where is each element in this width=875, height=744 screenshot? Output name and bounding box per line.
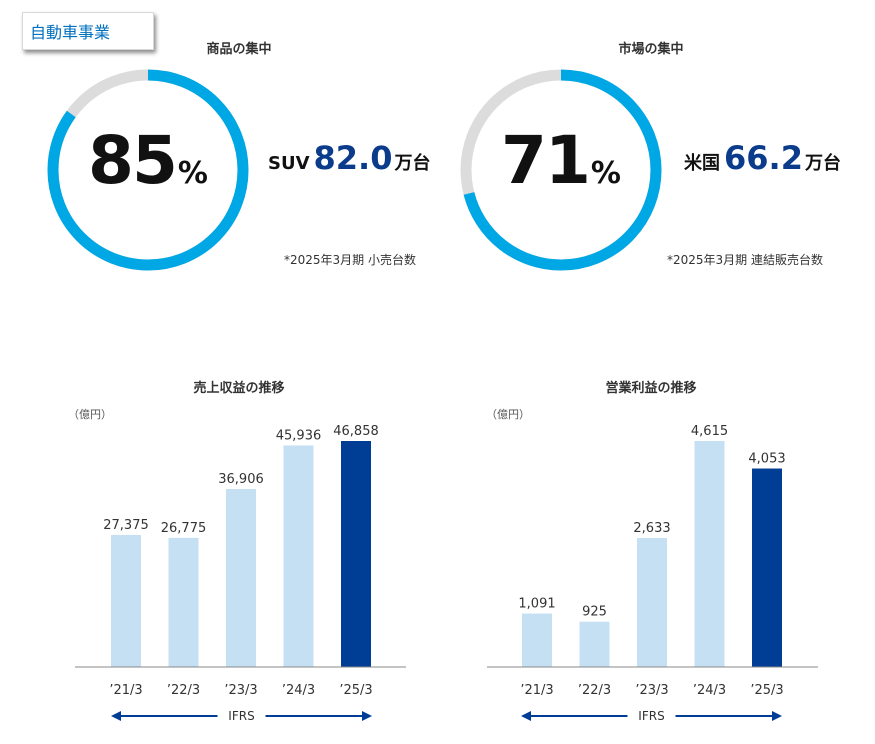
bar-3 — [694, 441, 725, 667]
tick-label-3: ’24/3 — [282, 683, 315, 698]
ifrs-arrow-left-head — [521, 711, 531, 721]
value-label-2: 2,633 — [633, 521, 670, 536]
bar-0 — [111, 534, 141, 667]
markets-percent-sign: % — [590, 156, 621, 191]
markets-donut — [460, 69, 662, 271]
bar-2 — [226, 488, 256, 667]
value-label-1: 26,775 — [161, 521, 207, 536]
suv-unit: 万台 — [394, 153, 431, 174]
profit-chart-title: 営業利益の推移 — [605, 381, 697, 396]
profit-unit-label: （億円） — [486, 408, 530, 421]
value-label-3: 45,936 — [276, 428, 322, 443]
ifrs-arrow-right-head — [772, 711, 782, 721]
bar-3 — [283, 445, 314, 667]
tick-label-1: ’22/3 — [167, 683, 200, 698]
tick-label-4: ’25/3 — [339, 683, 372, 698]
donut-share-arc — [47, 69, 249, 271]
us-unit: 万台 — [804, 153, 841, 174]
bar-1 — [579, 621, 610, 667]
revenue-unit-label: （億円） — [68, 408, 112, 421]
ifrs-label: IFRS — [228, 709, 254, 723]
tick-label-0: ’21/3 — [109, 683, 142, 698]
tick-label-2: ’23/3 — [224, 683, 257, 698]
revenue-chart-title: 売上収益の推移 — [193, 381, 285, 396]
ifrs-arrow-right-head — [362, 711, 372, 721]
us-stat: 米国 66.2 万台 — [684, 139, 841, 177]
tick-label-1: ’22/3 — [578, 683, 611, 698]
tick-label-0: ’21/3 — [520, 683, 553, 698]
bar-1 — [168, 537, 199, 667]
bar-2 — [637, 538, 667, 667]
bar-0 — [522, 613, 552, 667]
value-label-4: 4,053 — [748, 452, 785, 467]
markets-percent-value: 71 — [501, 122, 591, 199]
bar-4 — [341, 441, 371, 667]
donut-title-markets: 市場の集中 — [618, 42, 684, 57]
ifrs-label: IFRS — [638, 709, 664, 723]
value-label-4: 46,858 — [333, 424, 379, 439]
segment-badge: 自動車事業 — [22, 12, 154, 50]
markets-footnote: *2025年3月期 連結販売台数 — [667, 253, 823, 267]
tick-label-4: ’25/3 — [750, 683, 783, 698]
suv-label: SUV — [268, 153, 310, 174]
products-donut — [47, 69, 249, 271]
products-percent-value: 85 — [88, 122, 178, 199]
products-footnote: *2025年3月期 小売台数 — [284, 253, 416, 267]
value-label-2: 36,906 — [218, 472, 264, 487]
us-value: 66.2 — [724, 139, 803, 177]
suv-value: 82.0 — [313, 139, 393, 177]
tick-label-2: ’23/3 — [635, 683, 668, 698]
tick-label-3: ’24/3 — [693, 683, 726, 698]
suv-stat: SUV 82.0 万台 — [268, 139, 430, 177]
value-label-3: 4,615 — [691, 424, 728, 439]
donut-title-products: 商品の集中 — [206, 42, 272, 57]
markets-percent: 71% — [456, 122, 666, 199]
value-label-0: 27,375 — [103, 518, 149, 533]
value-label-1: 925 — [582, 605, 607, 620]
ifrs-arrow-left-head — [111, 711, 121, 721]
bar-4 — [752, 468, 782, 667]
donut-share-arc — [460, 69, 662, 271]
us-label: 米国 — [684, 153, 720, 174]
products-percent: 85% — [43, 122, 253, 199]
products-percent-sign: % — [177, 156, 208, 191]
value-label-0: 1,091 — [518, 597, 555, 612]
